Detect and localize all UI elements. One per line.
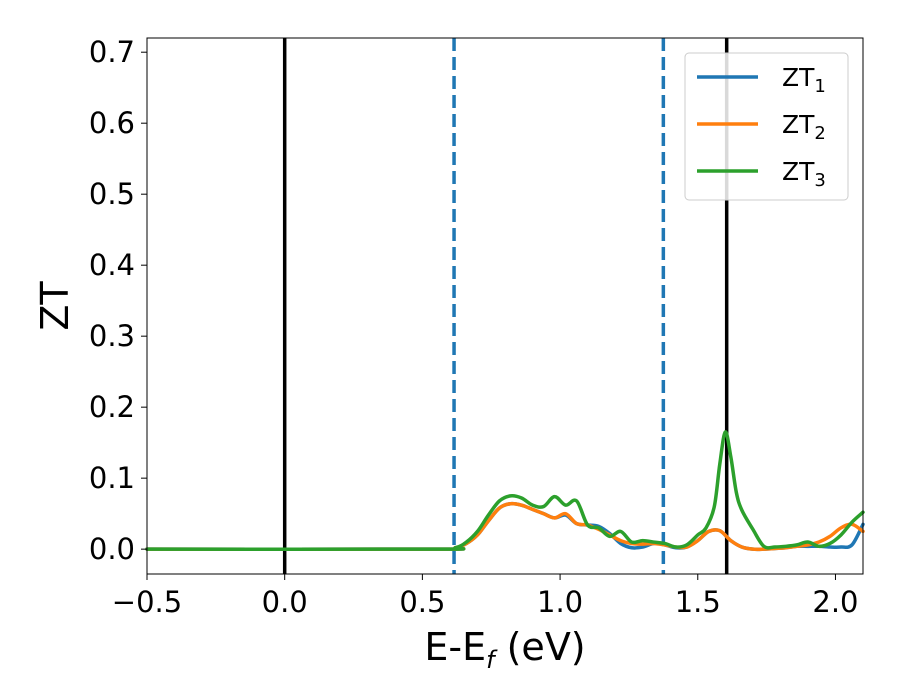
plot-frame <box>146 37 864 575</box>
y-axis-ticks: 0.0 0.1 0.2 0.3 0.4 0.5 0.6 0.7 <box>89 35 147 566</box>
x-tick-label: 1.5 <box>675 585 721 619</box>
legend: ZT1 ZT2 ZT3 <box>684 52 849 201</box>
y-axis-title: ZT <box>33 281 77 331</box>
x-tick-label: 2.0 <box>812 585 858 619</box>
x-tick-label: 1.0 <box>537 585 583 619</box>
x-axis-title-main: E-E <box>424 625 486 669</box>
y-tick-label: 0.4 <box>89 248 135 282</box>
legend-box <box>684 52 849 201</box>
y-tick-label: 0.1 <box>89 461 135 495</box>
y-tick-label: 0.2 <box>89 390 135 424</box>
y-tick-label: 0.0 <box>89 532 135 566</box>
y-tick-label: 0.5 <box>89 177 135 211</box>
x-tick-label: 0.5 <box>399 585 445 619</box>
x-tick-label: 0.0 <box>262 585 308 619</box>
series-layer <box>145 430 865 552</box>
y-tick-label: 0.7 <box>89 35 135 69</box>
y-tick-label: 0.6 <box>89 106 135 140</box>
legend-label-zt1: ZT1 <box>782 63 826 97</box>
x-axis-ticks: −0.5 0.0 0.5 1.0 1.5 2.0 <box>112 574 859 619</box>
legend-items: ZT1 ZT2 ZT3 <box>697 63 826 191</box>
x-tick-label: −0.5 <box>112 585 182 619</box>
y-tick-label: 0.3 <box>89 319 135 353</box>
legend-label-zt2: ZT2 <box>782 110 826 144</box>
x-axis-title: E-Ef (eV) <box>424 625 585 674</box>
legend-label-zt3: ZT3 <box>782 157 826 191</box>
series-line-zt3 <box>145 430 865 552</box>
x-axis-title-unit: (eV) <box>495 625 586 669</box>
